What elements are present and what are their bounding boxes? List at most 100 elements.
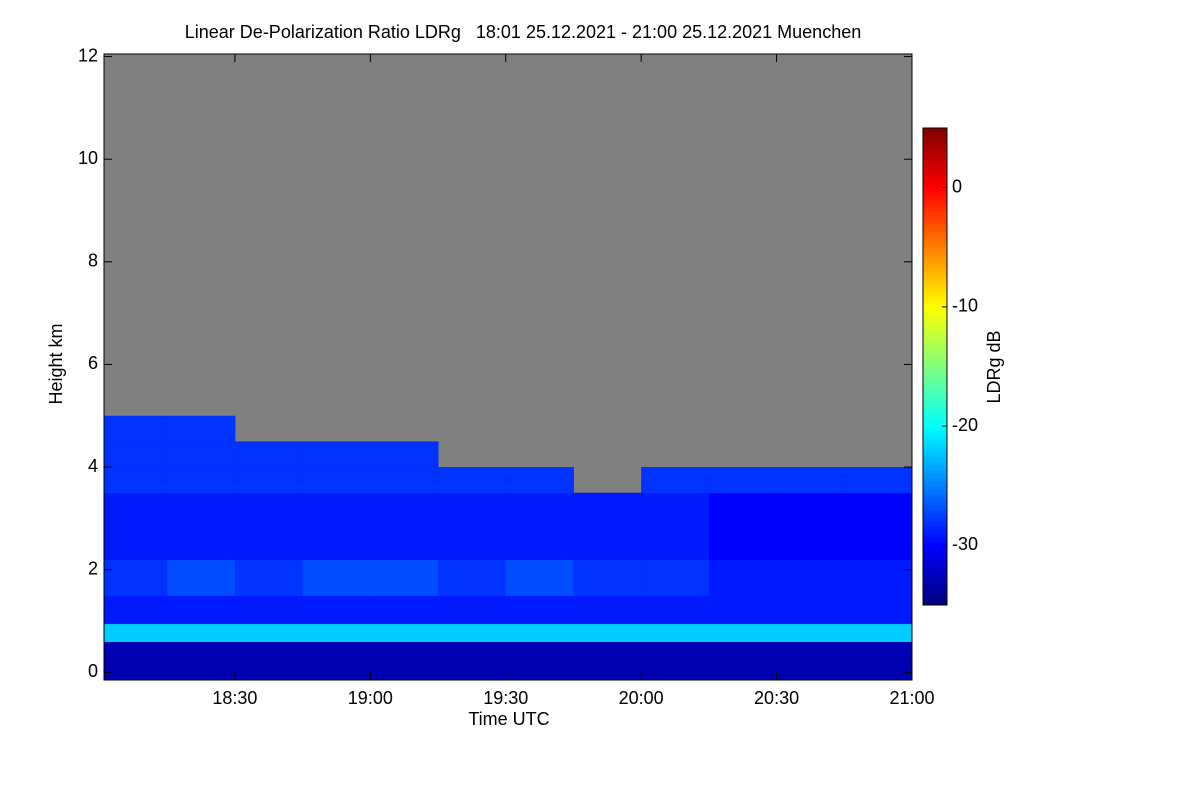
colorbar-segment bbox=[923, 457, 947, 463]
colorbar-segment bbox=[923, 553, 947, 558]
colorbar-segment bbox=[923, 306, 947, 312]
colorbar-segment bbox=[923, 322, 947, 328]
colorbar-segment bbox=[923, 350, 947, 356]
colorbar-segment bbox=[923, 310, 947, 316]
heatmap-cell bbox=[167, 467, 236, 494]
colorbar-segment bbox=[923, 446, 947, 451]
colorbar-segment bbox=[923, 131, 947, 137]
colorbar-segment bbox=[923, 159, 947, 165]
colorbar-segment bbox=[923, 422, 947, 427]
heatmap-cell bbox=[234, 441, 304, 468]
colorbar-segment bbox=[923, 275, 947, 280]
heatmap-cell bbox=[104, 492, 168, 519]
x-tick-label: 20:30 bbox=[754, 688, 799, 708]
colorbar-segment bbox=[923, 207, 947, 212]
heatmap-cell bbox=[844, 595, 913, 625]
heatmap-cell bbox=[505, 595, 574, 625]
colorbar-segment bbox=[923, 330, 947, 336]
heatmap-cell bbox=[708, 518, 778, 560]
heatmap-cell bbox=[370, 467, 439, 494]
y-tick-label: 0 bbox=[88, 661, 98, 681]
heatmap-cell bbox=[167, 492, 236, 519]
colorbar-tick-label: -30 bbox=[952, 534, 978, 554]
colorbar-segment bbox=[923, 525, 947, 530]
y-tick-label: 8 bbox=[88, 251, 98, 271]
colorbar-segment bbox=[923, 434, 947, 439]
colorbar-segment bbox=[923, 461, 947, 467]
heatmap-cell bbox=[370, 559, 439, 596]
colorbar-segment bbox=[923, 227, 947, 232]
heatmap-cell bbox=[104, 595, 168, 625]
colorbar-segment bbox=[923, 151, 947, 157]
y-tick-label: 6 bbox=[88, 353, 98, 373]
heatmap-cell bbox=[844, 492, 913, 519]
colorbar-segment bbox=[923, 541, 947, 546]
heatmap-cell bbox=[844, 559, 913, 596]
colorbar-segment bbox=[923, 128, 947, 133]
colorbar-segment bbox=[923, 402, 947, 407]
colorbar-segment bbox=[923, 414, 947, 419]
colorbar-segment bbox=[923, 279, 947, 284]
colorbar-segment bbox=[923, 374, 947, 379]
heatmap-cell bbox=[104, 559, 168, 596]
colorbar-segment bbox=[923, 354, 947, 360]
heatmap-cell bbox=[505, 623, 574, 643]
colorbar-segment bbox=[923, 334, 947, 340]
heatmap-cell bbox=[167, 518, 236, 560]
colorbar-segment bbox=[923, 430, 947, 435]
colorbar-segment bbox=[923, 139, 947, 145]
colorbar-segment bbox=[923, 247, 947, 252]
heatmap-cell bbox=[234, 641, 304, 681]
colorbar-tick-label: -20 bbox=[952, 415, 978, 435]
x-axis-label: Time UTC bbox=[468, 709, 549, 729]
colorbar-segment bbox=[923, 302, 947, 308]
colorbar-segment bbox=[923, 537, 947, 542]
heatmap-cell bbox=[505, 559, 574, 596]
colorbar-segment bbox=[923, 147, 947, 153]
colorbar-segment bbox=[923, 529, 947, 534]
heatmap-cell bbox=[844, 623, 913, 643]
heatmap-cell bbox=[104, 467, 168, 494]
colorbar-segment bbox=[923, 497, 947, 503]
heatmap-cell bbox=[641, 492, 710, 519]
colorbar-segment bbox=[923, 195, 947, 201]
heatmap-cell bbox=[438, 595, 507, 625]
colorbar-segment bbox=[923, 382, 947, 387]
colorbar-segment bbox=[923, 489, 947, 495]
heatmap-cell bbox=[302, 518, 371, 560]
heatmap-cell bbox=[302, 492, 371, 519]
heatmap-cell bbox=[844, 641, 913, 681]
colorbar-segment bbox=[923, 342, 947, 348]
heatmap-cell bbox=[708, 559, 778, 596]
colorbar-segment bbox=[923, 565, 947, 570]
colorbar-segment bbox=[923, 183, 947, 189]
heatmap-cell bbox=[708, 492, 778, 519]
colorbar-segment bbox=[923, 513, 947, 519]
colorbar-segment bbox=[923, 175, 947, 181]
colorbar-segment bbox=[923, 263, 947, 268]
heatmap-cell bbox=[573, 641, 642, 681]
colorbar-segment bbox=[923, 298, 947, 304]
heatmap-cell bbox=[641, 559, 710, 596]
heatmap-cell bbox=[302, 641, 371, 681]
heatmap-cell bbox=[776, 518, 845, 560]
x-tick-label: 20:00 bbox=[619, 688, 664, 708]
colorbar-segment bbox=[923, 283, 947, 288]
colorbar-segment bbox=[923, 378, 947, 383]
colorbar-segment bbox=[923, 569, 947, 574]
colorbar-segment bbox=[923, 589, 947, 594]
heatmap-cell bbox=[234, 595, 304, 625]
colorbar-segment bbox=[923, 601, 947, 606]
heatmap-cell bbox=[167, 559, 236, 596]
x-tick-label: 18:30 bbox=[212, 688, 257, 708]
colorbar-segment bbox=[923, 251, 947, 256]
heatmap-cell bbox=[505, 518, 574, 560]
colorbar-segment bbox=[923, 255, 947, 260]
colorbar-segment bbox=[923, 505, 947, 511]
heatmap-cell bbox=[302, 467, 371, 494]
heatmap-cell bbox=[844, 467, 913, 494]
heatmap-cell bbox=[776, 492, 845, 519]
heatmap-cell bbox=[708, 595, 778, 625]
colorbar-segment bbox=[923, 481, 947, 487]
